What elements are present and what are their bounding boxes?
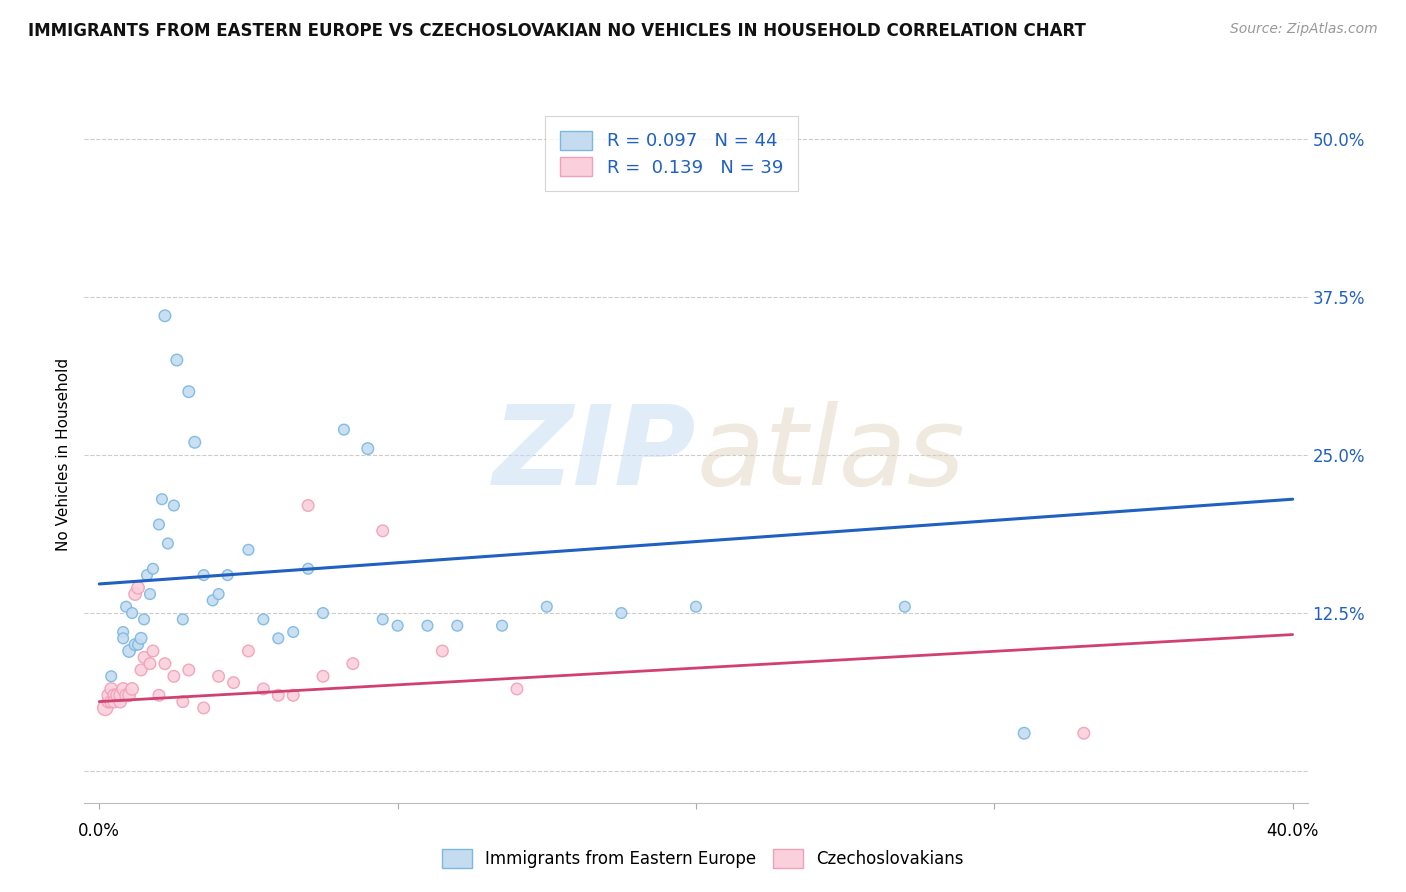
Point	[156, 536, 179, 550]
Point	[491, 618, 513, 632]
Point	[129, 632, 152, 646]
Point	[312, 606, 335, 620]
Point	[163, 499, 186, 513]
Point	[207, 587, 229, 601]
Point	[132, 650, 155, 665]
Point	[112, 681, 135, 696]
Point	[127, 581, 149, 595]
Text: IMMIGRANTS FROM EASTERN EUROPE VS CZECHOSLOVAKIAN NO VEHICLES IN HOUSEHOLD CORRE: IMMIGRANTS FROM EASTERN EUROPE VS CZECHO…	[28, 22, 1085, 40]
Point	[100, 681, 122, 696]
Point	[267, 688, 290, 702]
Point	[685, 599, 707, 614]
Text: 40.0%: 40.0%	[1267, 822, 1319, 840]
Text: 0.0%: 0.0%	[79, 822, 121, 840]
Text: Source: ZipAtlas.com: Source: ZipAtlas.com	[1230, 22, 1378, 37]
Point	[297, 499, 319, 513]
Point	[1012, 726, 1035, 740]
Point	[166, 353, 188, 368]
Point	[108, 688, 131, 702]
Point	[124, 638, 146, 652]
Point	[432, 644, 454, 658]
Point	[177, 663, 200, 677]
Point	[108, 695, 131, 709]
Point	[118, 644, 141, 658]
Point	[150, 492, 173, 507]
Point	[238, 542, 260, 557]
Point	[163, 669, 186, 683]
Point	[207, 669, 229, 683]
Point	[446, 618, 468, 632]
Point	[103, 688, 125, 702]
Point	[252, 681, 274, 696]
Point	[129, 663, 152, 677]
Point	[139, 657, 162, 671]
Point	[184, 435, 207, 450]
Point	[153, 309, 176, 323]
Point	[97, 688, 120, 702]
Point	[536, 599, 558, 614]
Point	[105, 688, 128, 702]
Point	[100, 695, 122, 709]
Point	[238, 644, 260, 658]
Point	[193, 701, 215, 715]
Point	[118, 688, 141, 702]
Point	[172, 612, 194, 626]
Point	[217, 568, 239, 582]
Point	[124, 587, 146, 601]
Point	[506, 681, 529, 696]
Point	[132, 612, 155, 626]
Point	[267, 632, 290, 646]
Point	[172, 695, 194, 709]
Point	[127, 638, 149, 652]
Text: atlas: atlas	[696, 401, 965, 508]
Point	[94, 701, 117, 715]
Point	[283, 688, 305, 702]
Legend: R = 0.097   N = 44, R =  0.139   N = 39: R = 0.097 N = 44, R = 0.139 N = 39	[546, 116, 797, 191]
Point	[136, 568, 159, 582]
Point	[371, 612, 394, 626]
Point	[610, 606, 633, 620]
Point	[283, 625, 305, 640]
Point	[148, 688, 170, 702]
Point	[416, 618, 439, 632]
Point	[252, 612, 274, 626]
Point	[312, 669, 335, 683]
Point	[142, 644, 165, 658]
Point	[357, 442, 380, 456]
Point	[148, 517, 170, 532]
Point	[142, 562, 165, 576]
Point	[153, 657, 176, 671]
Point	[112, 632, 135, 646]
Point	[387, 618, 409, 632]
Point	[894, 599, 917, 614]
Point	[97, 695, 120, 709]
Point	[121, 606, 143, 620]
Point	[201, 593, 224, 607]
Y-axis label: No Vehicles in Household: No Vehicles in Household	[56, 359, 72, 551]
Point	[371, 524, 394, 538]
Legend: Immigrants from Eastern Europe, Czechoslovakians: Immigrants from Eastern Europe, Czechosl…	[436, 843, 970, 875]
Point	[333, 423, 356, 437]
Point	[112, 625, 135, 640]
Point	[100, 669, 122, 683]
Point	[1073, 726, 1095, 740]
Point	[115, 599, 138, 614]
Point	[193, 568, 215, 582]
Point	[222, 675, 245, 690]
Point	[139, 587, 162, 601]
Point	[177, 384, 200, 399]
Point	[115, 688, 138, 702]
Point	[121, 681, 143, 696]
Point	[342, 657, 364, 671]
Text: ZIP: ZIP	[492, 401, 696, 508]
Point	[103, 695, 125, 709]
Point	[297, 562, 319, 576]
